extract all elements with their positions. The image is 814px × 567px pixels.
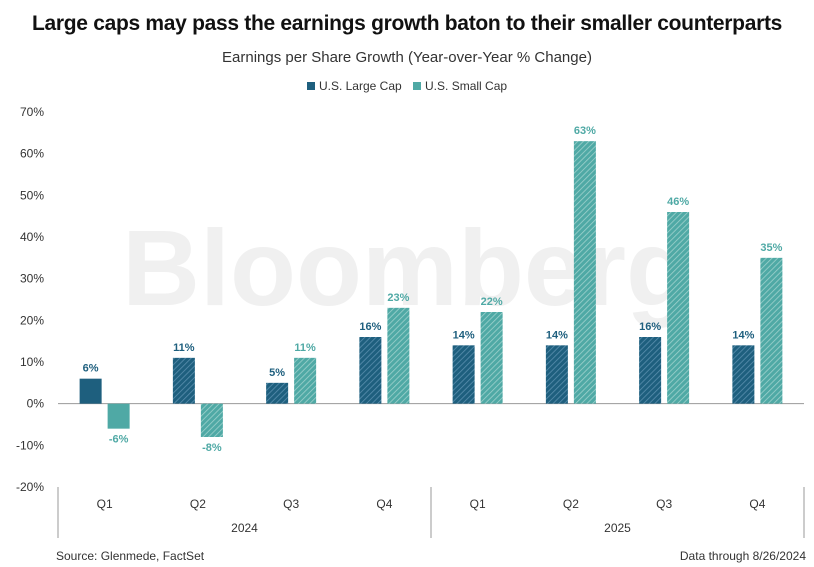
x-tick-label: Q2 [190, 497, 206, 511]
legend-swatch-large-cap [306, 81, 315, 90]
data-label-large-cap: 11% [173, 342, 195, 354]
data-label-large-cap: 6% [83, 363, 99, 375]
chart-title: Large caps may pass the earnings growth … [31, 12, 783, 35]
y-tick-label: 30% [20, 272, 44, 286]
data-label-large-cap: 16% [639, 321, 661, 333]
legend-swatch-small-cap [413, 81, 422, 90]
legend-item-small-cap: U.S. Small Cap [413, 79, 507, 93]
y-tick-label: 10% [20, 355, 44, 369]
data-label-small-cap: 11% [294, 342, 316, 354]
y-tick-label: 50% [20, 188, 44, 202]
y-tick-label: 60% [20, 147, 44, 161]
source-note: Source: Glenmede, FactSet [56, 549, 205, 563]
bar-large-cap [172, 357, 195, 404]
data-label-small-cap: 46% [667, 196, 689, 208]
x-tick-label: Q1 [97, 497, 113, 511]
legend-item-large-cap: U.S. Large Cap [306, 79, 402, 93]
x-tick-label: Q1 [470, 497, 486, 511]
bar-large-cap [639, 337, 662, 404]
y-tick-label: 40% [20, 230, 44, 244]
data-label-small-cap: 23% [387, 292, 409, 304]
legend: U.S. Large Cap U.S. Small Cap [0, 79, 814, 93]
data-label-large-cap: 14% [453, 329, 475, 341]
data-label-small-cap: 35% [760, 242, 782, 254]
bar-small-cap [107, 403, 130, 429]
data-label-small-cap: 63% [574, 125, 596, 137]
bar-large-cap [359, 337, 382, 404]
x-tick-label: Q3 [656, 497, 672, 511]
y-tick-label: -10% [16, 438, 44, 452]
data-label-small-cap: -8% [202, 442, 222, 454]
y-tick-label: -20% [16, 480, 44, 494]
bar-large-cap [266, 382, 289, 404]
data-label-small-cap: -6% [109, 434, 129, 446]
bar-large-cap [452, 345, 475, 404]
bar-large-cap [545, 345, 568, 404]
data-label-large-cap: 14% [546, 329, 568, 341]
bar-large-cap [79, 378, 102, 404]
legend-label-large-cap: U.S. Large Cap [318, 79, 402, 93]
bar-small-cap [667, 212, 690, 404]
x-tick-label: Q4 [749, 497, 765, 511]
bar-small-cap [480, 312, 503, 404]
y-tick-label: 70% [20, 105, 44, 119]
data-label-small-cap: 22% [481, 296, 503, 308]
year-group-label: 2025 [604, 521, 631, 535]
chart-subtitle: Earnings per Share Growth (Year-over-Yea… [222, 49, 592, 66]
year-group-label: 2024 [231, 521, 258, 535]
data-label-large-cap: 16% [359, 321, 381, 333]
bar-small-cap [200, 403, 223, 437]
bar-small-cap [294, 357, 317, 404]
bar-large-cap [732, 345, 755, 404]
x-tick-label: Q4 [376, 497, 392, 511]
y-tick-label: 20% [20, 313, 44, 327]
data-date-note: Data through 8/26/2024 [679, 549, 806, 563]
bar-small-cap [573, 141, 596, 404]
data-label-large-cap: 5% [269, 367, 285, 379]
legend-label-small-cap: U.S. Small Cap [425, 79, 508, 93]
x-tick-label: Q2 [563, 497, 579, 511]
bar-small-cap [387, 307, 410, 404]
x-tick-label: Q3 [283, 497, 299, 511]
data-label-large-cap: 14% [732, 329, 754, 341]
bar-small-cap [760, 257, 783, 404]
y-tick-label: 0% [27, 397, 45, 411]
